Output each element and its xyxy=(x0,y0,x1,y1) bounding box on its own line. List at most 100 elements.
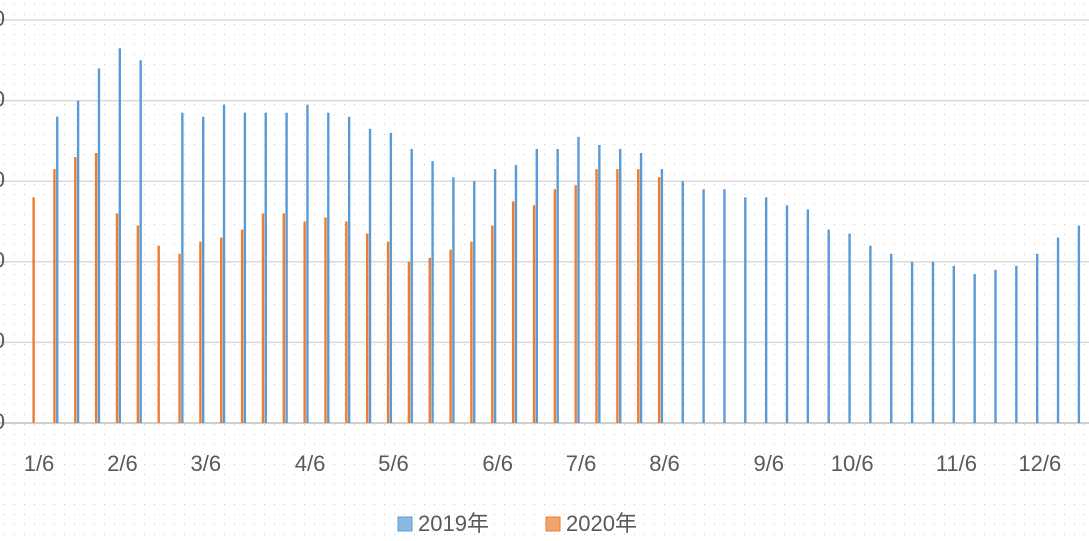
bar xyxy=(598,144,601,423)
bar xyxy=(1015,265,1018,423)
bar xyxy=(56,116,59,423)
bar xyxy=(261,213,265,423)
bar xyxy=(449,249,452,423)
bar xyxy=(345,221,348,423)
bar xyxy=(744,197,747,423)
bar xyxy=(532,205,536,423)
bar xyxy=(347,116,351,423)
bar xyxy=(136,225,140,423)
bar xyxy=(157,245,160,423)
bar xyxy=(806,209,810,423)
bar xyxy=(723,189,726,423)
bar xyxy=(660,169,664,423)
bar xyxy=(637,169,640,423)
bar xyxy=(869,245,872,423)
x-tick-label: 5/6 xyxy=(378,451,409,476)
bar xyxy=(556,148,559,423)
bar xyxy=(240,229,244,423)
bar xyxy=(32,197,35,423)
bar xyxy=(285,112,288,423)
bar xyxy=(243,112,247,423)
x-tick-label: 2/6 xyxy=(107,451,138,476)
bar xyxy=(324,217,327,423)
y-tick-label: 0 xyxy=(0,409,5,434)
bar xyxy=(366,233,369,423)
y-tick-label: 60 xyxy=(0,167,5,192)
bar xyxy=(973,273,976,423)
bar xyxy=(115,213,119,423)
bar xyxy=(470,241,473,423)
legend-label: 2019年 xyxy=(418,511,489,536)
bar xyxy=(386,241,390,423)
x-tick-label: 6/6 xyxy=(482,451,513,476)
bar xyxy=(1036,253,1039,423)
bar xyxy=(428,257,431,423)
bar xyxy=(574,185,577,423)
y-tick-label: 40 xyxy=(0,248,5,273)
bar xyxy=(553,189,557,423)
x-tick-label: 11/6 xyxy=(936,451,977,476)
bar xyxy=(222,104,226,423)
bar xyxy=(493,169,497,423)
bar xyxy=(994,269,997,423)
bar xyxy=(890,253,893,423)
bar xyxy=(139,60,142,424)
y-tick-label: 80 xyxy=(0,86,5,111)
x-tick-label: 4/6 xyxy=(295,451,326,476)
bar xyxy=(202,116,205,423)
x-tick-label: 7/6 xyxy=(566,451,597,476)
bar xyxy=(407,261,411,423)
bar xyxy=(76,100,80,423)
bar xyxy=(74,157,77,423)
bar xyxy=(306,104,309,423)
bar xyxy=(303,221,306,423)
x-tick-label: 10/6 xyxy=(831,451,874,476)
bar xyxy=(535,148,538,423)
bar xyxy=(452,177,455,423)
bar xyxy=(681,181,684,423)
bar xyxy=(848,233,851,423)
bar xyxy=(94,152,98,424)
bar xyxy=(181,112,184,423)
bar xyxy=(1077,225,1081,423)
bar xyxy=(785,205,789,423)
bar xyxy=(511,201,515,423)
legend-swatch xyxy=(397,516,413,532)
bar xyxy=(491,225,494,423)
x-tick-label: 9/6 xyxy=(753,451,784,476)
bar xyxy=(827,229,830,423)
bar xyxy=(595,169,598,423)
bar xyxy=(473,181,476,423)
x-tick-label: 12/6 xyxy=(1018,451,1061,476)
bar xyxy=(410,148,413,423)
bar xyxy=(577,136,580,423)
bar xyxy=(53,169,56,423)
bar xyxy=(639,152,643,424)
bar xyxy=(389,132,393,423)
bar xyxy=(619,148,622,423)
bar xyxy=(178,253,181,423)
bar xyxy=(264,112,267,423)
bar xyxy=(657,177,661,423)
bar xyxy=(282,213,285,423)
bar xyxy=(199,241,202,423)
bar xyxy=(514,165,518,423)
legend-swatch xyxy=(545,516,561,532)
x-tick-label: 3/6 xyxy=(191,451,222,476)
bar xyxy=(952,265,955,423)
bar xyxy=(220,237,223,423)
bar xyxy=(910,261,914,423)
x-tick-label: 1/6 xyxy=(24,451,55,476)
y-tick-label: 100 xyxy=(0,6,5,31)
bar xyxy=(97,68,101,424)
y-tick-label: 20 xyxy=(0,328,5,353)
bar xyxy=(931,261,935,423)
x-tick-label: 8/6 xyxy=(649,451,680,476)
bar xyxy=(764,197,768,423)
bar xyxy=(431,161,434,424)
bar xyxy=(327,112,330,423)
bar xyxy=(118,48,121,424)
legend-label: 2020年 xyxy=(566,511,637,536)
